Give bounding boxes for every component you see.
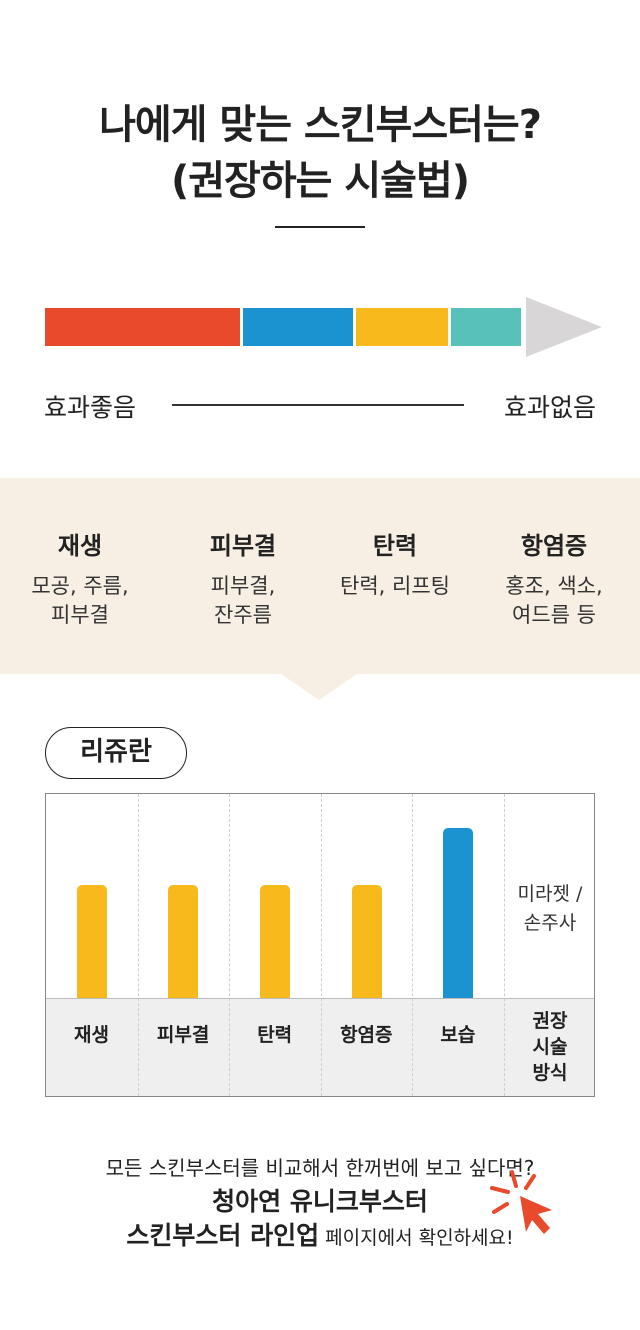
scale-segment-teal (451, 308, 521, 346)
column-divider (320, 794, 322, 1096)
column-divider (229, 794, 231, 1096)
footer-brand-link[interactable]: 청아연 유니크부스터 (212, 1187, 428, 1216)
scale-segment-yellow (356, 308, 448, 346)
category-description: 모공, 주름, 피부결 (0, 572, 160, 630)
text-line: 시술 (532, 1036, 568, 1058)
category-desc-line: 잔주름 (214, 603, 272, 627)
bar-1 (76, 884, 107, 998)
title-line-2: (권장하는 시술법) (170, 158, 470, 204)
scale-label-good: 효과좋음 (44, 393, 137, 422)
scale-arrow-icon (526, 297, 602, 357)
lineup-link[interactable]: 스킨부스터 라인업 (126, 1221, 320, 1250)
x-tick-label: 항염증 (340, 1024, 393, 1046)
title-line-1: 나에게 맞는 스킨부스터는? (99, 102, 542, 148)
category-desc-line: 피부결 (51, 603, 109, 627)
text-line: 권장 (532, 1010, 568, 1032)
footer-cta-text: 페이지에서 확인하세요! (319, 1227, 514, 1249)
text-line: 손주사 (523, 912, 577, 934)
category-desc-line: 탄력, 리프팅 (340, 574, 450, 598)
category-description: 피부결, 잔주름 (163, 572, 323, 630)
recommended-method-value: 미라젯 / 손주사 (505, 880, 595, 938)
category-desc-line: 홍조, 색소, (505, 574, 603, 598)
product-name-badge: 리쥬란 (45, 727, 187, 779)
category-title: 피부결 (209, 532, 277, 560)
bar-5 (443, 828, 474, 998)
panel-pointer (281, 674, 357, 700)
category-title: 항염증 (520, 532, 588, 560)
scale-segment-red (45, 308, 240, 346)
text-line: 미라젯 / (517, 883, 583, 905)
scale-segment-blue (243, 308, 353, 346)
category-desc-line: 피부결, (210, 574, 276, 598)
x-tick-label: 재생 (74, 1024, 109, 1046)
category-description: 홍조, 색소, 여드름 등 (474, 572, 634, 630)
category-desc-line: 모공, 주름, (31, 574, 129, 598)
footer-question: 모든 스킨부스터를 비교해서 한꺼번에 보고 싶다면? (105, 1156, 535, 1180)
column-divider (412, 794, 414, 1096)
x-tick-label: 피부결 (156, 1024, 210, 1046)
column-divider (137, 794, 139, 1096)
text-line: 방식 (532, 1062, 568, 1084)
category-legend-panel: 재생 모공, 주름, 피부결 피부결 피부결, 잔주름 탄력 탄력, 리프팅 항… (0, 478, 640, 674)
title-divider (275, 226, 365, 228)
chart-category-strip (46, 998, 594, 1096)
footer-cta: 스킨부스터 라인업 페이지에서 확인하세요! (0, 1216, 640, 1252)
bar-4 (351, 884, 382, 998)
scale-connector-line (172, 404, 464, 406)
category-desc-line: 여드름 등 (512, 603, 596, 627)
category-title: 탄력 (372, 532, 418, 560)
column-divider (504, 794, 505, 1096)
category-title: 재생 (57, 532, 103, 560)
scale-label-none: 효과없음 (503, 393, 596, 422)
click-cursor-icon (490, 1170, 552, 1234)
category-description: 탄력, 리프팅 (315, 572, 475, 601)
x-tick-label: 보습 (440, 1024, 476, 1046)
bar-3 (260, 884, 290, 998)
bar-2 (168, 884, 199, 998)
x-tick-label: 탄력 (257, 1024, 293, 1046)
